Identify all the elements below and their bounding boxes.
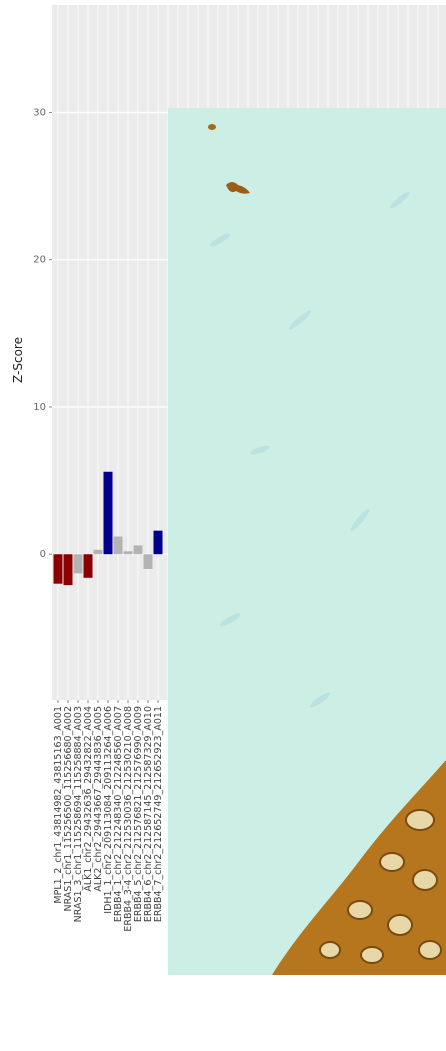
x-tick-label: NRAS1_3_chr1_115258694_115258884_A003 bbox=[73, 706, 84, 922]
x-tick-label: ERBB4_1_chr2_212248340_212248560_A007 bbox=[113, 706, 124, 922]
y-tick-label: 30 bbox=[33, 107, 46, 118]
bar bbox=[113, 536, 123, 555]
bar bbox=[83, 554, 93, 578]
x-tick-label: IDH1_1_chr2_209113084_209113264_A006 bbox=[103, 706, 114, 914]
overlay-image bbox=[168, 108, 446, 975]
bar bbox=[53, 554, 63, 584]
bar bbox=[73, 554, 83, 574]
x-tick-label: ERBB4_5_chr2_212576821_212576990_A009 bbox=[133, 706, 144, 922]
x-tick-label: ERBB4_3-4_chr2_212530036_212530210_A008 bbox=[123, 706, 134, 932]
x-tick-label: ALK1_chr2_29432636_29432822_A004 bbox=[83, 706, 94, 892]
x-tick-label: NRAS1_chr1_115256500_115256680_A002 bbox=[63, 706, 74, 912]
bar bbox=[93, 549, 103, 555]
y-tick-label: 10 bbox=[33, 402, 46, 413]
x-tick-label: ERBB4_7_chr2_212652749_212652923_A011 bbox=[153, 706, 164, 922]
y-axis-label: Z-Score bbox=[11, 337, 25, 383]
bar bbox=[143, 554, 153, 569]
bar bbox=[153, 530, 163, 555]
y-tick-label: 0 bbox=[40, 549, 46, 560]
x-tick-label: MPL1_2_chr1_43814982_43815163_A001 bbox=[53, 706, 64, 904]
bars bbox=[53, 471, 163, 586]
bar bbox=[63, 554, 73, 586]
x-labels: MPL1_2_chr1_43814982_43815163_A001 NRAS1_… bbox=[53, 706, 164, 932]
bar bbox=[103, 471, 113, 555]
bar bbox=[133, 545, 143, 555]
bar bbox=[123, 551, 133, 555]
x-tick-label: ERBB4_6_chr2_212587145_212587329_A010 bbox=[143, 706, 154, 922]
x-tick-label: ALK2_chr2_29443667_29443836_A005 bbox=[93, 706, 104, 892]
y-tick-label: 20 bbox=[33, 255, 46, 266]
